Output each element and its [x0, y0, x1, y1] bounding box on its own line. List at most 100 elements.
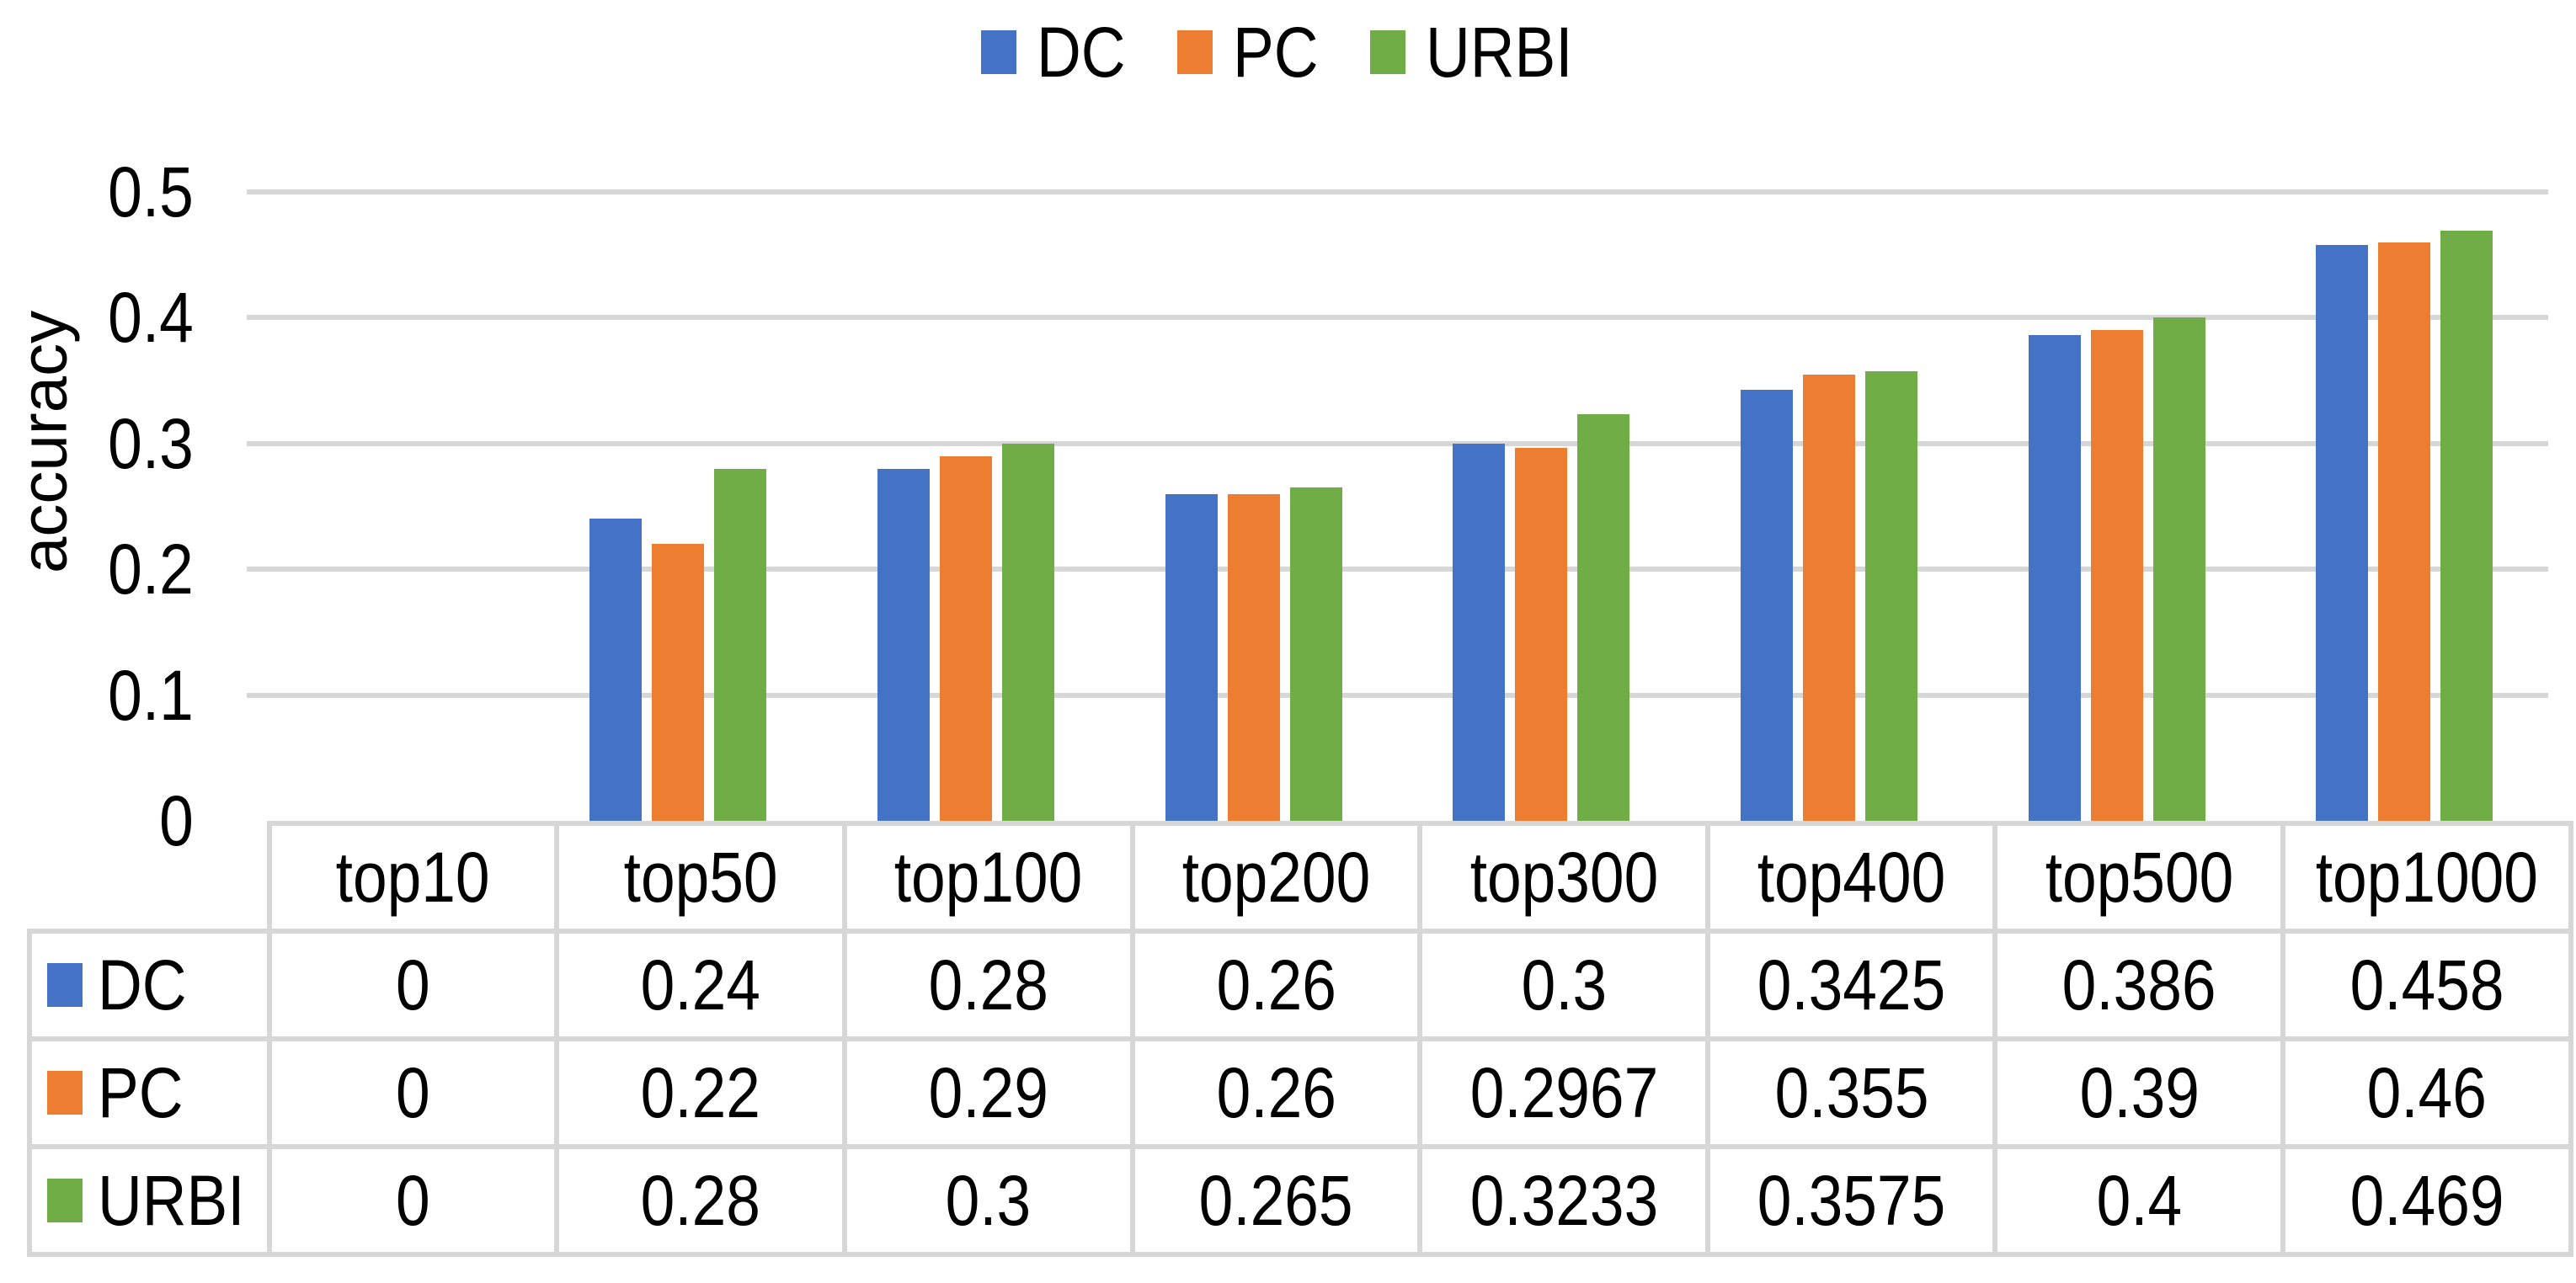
legend-label: PC [1233, 13, 1319, 92]
y-tick-text: 0 [159, 781, 194, 860]
cell-PC-top200: 0.26 [1129, 1036, 1423, 1149]
row-header-PC: PC [27, 1036, 272, 1149]
cell-PC-top50: 0.22 [554, 1036, 847, 1149]
cell-value: 0.26 [1216, 1052, 1336, 1132]
cell-URBI-top1000: 0.469 [2280, 1144, 2573, 1257]
cell-value: 0.26 [1216, 945, 1336, 1025]
legend-item-PC: PC [1177, 12, 1331, 93]
cell-DC-top400: 0.3425 [1704, 929, 1998, 1041]
cell-value: 0.3 [945, 1160, 1032, 1240]
y-tick-text: 0.5 [108, 152, 194, 232]
cell-value: 0.355 [1774, 1052, 1929, 1132]
cell-DC-top1000: 0.458 [2280, 929, 2573, 1041]
row-label: DC [98, 945, 187, 1025]
cell-DC-top10: 0 [266, 929, 560, 1041]
cell-value: 0.22 [641, 1052, 761, 1132]
bar-DC-top50 [589, 519, 643, 821]
row-label: PC [98, 1052, 184, 1132]
cell-value: 0.28 [641, 1160, 761, 1240]
table-header-row: top10 top50 top100 top200 top300 top400 top500… [29, 821, 2573, 934]
gridline [247, 315, 2548, 321]
legend-swatch-URBI-icon [1370, 30, 1406, 74]
row-header-URBI: URBI [27, 1144, 272, 1257]
cell-value: 0.469 [2349, 1160, 2504, 1240]
column-header-text: top300 [1469, 837, 1658, 917]
bar-URBI-top100 [1002, 443, 1055, 821]
legend-swatch-PC-icon [1177, 30, 1213, 74]
table-key-DC-icon [47, 963, 83, 1007]
cell-value: 0.3 [1521, 945, 1607, 1025]
cell-value: 0.386 [2061, 945, 2216, 1025]
cell-value: 0.4 [2096, 1160, 2183, 1240]
row-header-content: DC [35, 945, 264, 1026]
cell-DC-top200: 0.26 [1129, 929, 1423, 1041]
legend-item-URBI: URBI [1370, 12, 1595, 93]
cell-DC-top100: 0.28 [841, 929, 1135, 1041]
bar-URBI-top200 [1289, 487, 1342, 821]
bar-PC-top200 [1227, 493, 1280, 821]
cell-value: 0.3425 [1757, 945, 1946, 1025]
row-header-DC: DC [27, 929, 272, 1041]
legend-label: DC [1037, 13, 1126, 92]
column-header-text: top10 [336, 837, 490, 917]
cell-value: 0.39 [2079, 1052, 2200, 1132]
table-key-PC-icon [47, 1071, 83, 1115]
bar-PC-top100 [940, 455, 993, 821]
y-tick-label: 0.3 [0, 407, 194, 480]
column-header-text: top400 [1757, 837, 1946, 917]
cell-value: 0.2967 [1469, 1052, 1658, 1132]
cell-PC-top1000: 0.46 [2280, 1036, 2573, 1149]
cell-value: 0 [396, 945, 430, 1025]
y-tick-text: 0.1 [108, 655, 194, 735]
column-header-top1000: top1000 [2280, 821, 2573, 934]
y-tick-text: 0.3 [108, 403, 194, 483]
bar-PC-top300 [1515, 447, 1568, 821]
cell-URBI-top300: 0.3233 [1417, 1144, 1710, 1257]
y-tick-label: 0.2 [0, 533, 194, 605]
y-tick-text: 0.2 [108, 530, 194, 610]
column-header-top50: top50 [554, 821, 847, 934]
y-tick-label: 0.4 [0, 281, 194, 354]
y-tick-label: 0.5 [0, 156, 194, 228]
cell-URBI-top100: 0.3 [841, 1144, 1135, 1257]
chart-legend: DC PC URBI [0, 12, 2576, 93]
column-header-text: top200 [1181, 837, 1371, 917]
column-header-text: top50 [623, 837, 778, 917]
bar-DC-top400 [1740, 390, 1793, 821]
cell-PC-top100: 0.29 [841, 1036, 1135, 1149]
bar-URBI-top500 [2152, 317, 2205, 821]
cell-URBI-top200: 0.265 [1129, 1144, 1423, 1257]
gridline [247, 189, 2548, 194]
gridline [247, 440, 2548, 446]
cell-value: 0 [396, 1052, 430, 1132]
cell-PC-top10: 0 [266, 1036, 560, 1149]
table-corner-cell [29, 823, 269, 931]
bar-DC-top1000 [2316, 244, 2369, 821]
column-header-text: top500 [2045, 837, 2234, 917]
cell-PC-top500: 0.39 [1992, 1036, 2286, 1149]
cell-DC-top300: 0.3 [1417, 929, 1710, 1041]
cell-value: 0.458 [2349, 945, 2504, 1025]
cell-value: 0.265 [1198, 1160, 1353, 1240]
legend-label: URBI [1426, 13, 1573, 92]
legend-swatch-DC-icon [981, 30, 1017, 74]
bar-PC-top500 [2090, 330, 2143, 821]
bar-URBI-top50 [714, 468, 767, 821]
legend-item-DC: DC [981, 12, 1139, 93]
y-tick-label: 0.1 [0, 659, 194, 732]
data-table: top10 top50 top100 top200 top300 top400 top500… [27, 821, 2573, 1257]
cell-URBI-top500: 0.4 [1992, 1144, 2286, 1257]
cell-URBI-top10: 0 [266, 1144, 560, 1257]
gridline [247, 692, 2548, 698]
cell-value: 0 [396, 1160, 430, 1240]
column-header-top500: top500 [1992, 821, 2286, 934]
bar-DC-top300 [1453, 443, 1506, 821]
row-header-content: PC [35, 1052, 264, 1134]
bar-PC-top1000 [2378, 242, 2431, 821]
bar-DC-top100 [877, 468, 931, 821]
bar-PC-top400 [1802, 374, 1855, 821]
table-row-DC: DC 0 0.24 0.28 0.26 0.3 0.3425 0.386 0.458 [27, 929, 2573, 1041]
cell-value: 0.28 [928, 945, 1048, 1025]
table-row-URBI: URBI 0 0.28 0.3 0.265 0.3233 0.3575 0.4 0.469 [27, 1144, 2573, 1257]
